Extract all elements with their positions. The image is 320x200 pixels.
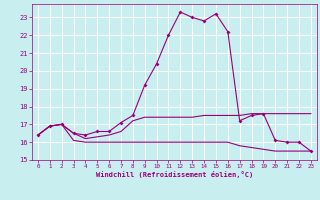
X-axis label: Windchill (Refroidissement éolien,°C): Windchill (Refroidissement éolien,°C) [96,171,253,178]
